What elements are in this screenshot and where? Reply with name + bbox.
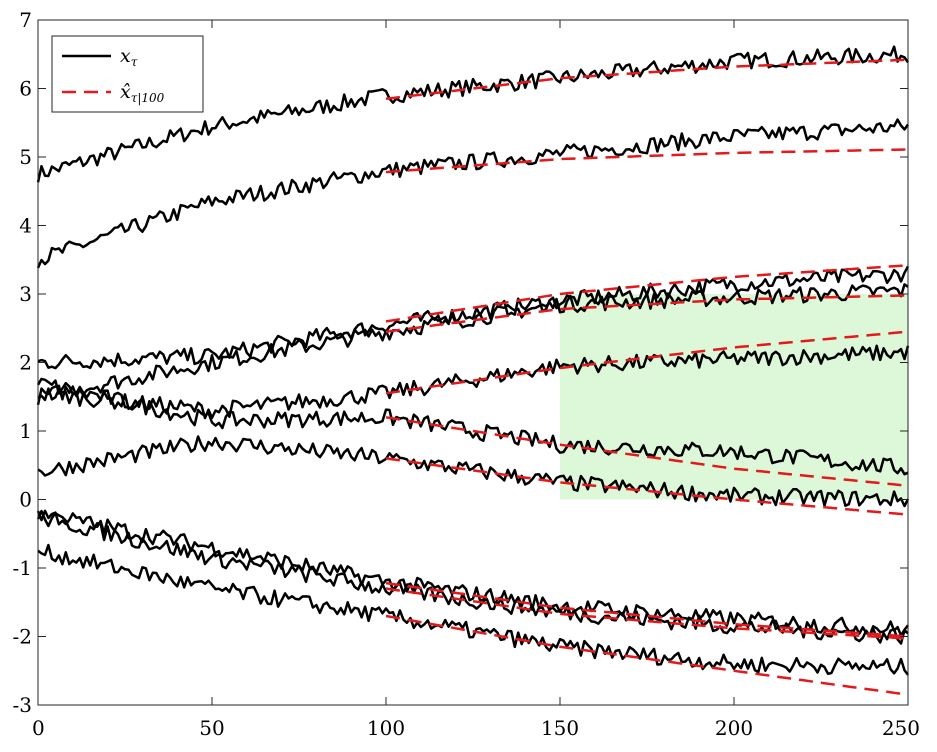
- series-5-observed-line: [37, 344, 910, 420]
- y-tick-label: 5: [19, 145, 32, 169]
- y-tick-label: 0: [19, 488, 32, 512]
- y-tick-label: 6: [19, 77, 32, 101]
- x-tick-label: 150: [541, 716, 579, 740]
- series-6-observed-line: [36, 377, 909, 476]
- shaded-region: [560, 294, 908, 500]
- y-tick-label: 3: [19, 282, 32, 306]
- x-tick-label: 200: [715, 716, 753, 740]
- series-3-observed-line: [37, 265, 910, 370]
- ticks-layer: 0 50 100 150 200 250 -3 -2 -1 0 1 2 3 4 5 6 7: [13, 8, 920, 740]
- x-tick-label: 0: [32, 716, 45, 740]
- y-tick-label: -1: [13, 556, 32, 580]
- series-layer: [36, 45, 910, 696]
- y-tick-label: 1: [19, 419, 32, 443]
- legend-label-observed: xτ: [120, 45, 138, 69]
- legend-box: [51, 35, 204, 113]
- series-1-observed-line: [36, 45, 910, 183]
- x-tick-label: 100: [367, 716, 405, 740]
- series-6-forecast-line: [385, 416, 909, 488]
- series-8-observed-line: [36, 509, 909, 637]
- y-tick-label: 4: [19, 214, 32, 238]
- series-3-forecast-line: [385, 263, 909, 323]
- legend: xτ x̂τ|100: [51, 35, 204, 113]
- y-tick-label: -2: [13, 625, 32, 649]
- x-tick-label: 250: [882, 716, 920, 740]
- series-2-observed-line: [36, 118, 910, 269]
- legend-label-forecast: x̂τ|100: [120, 81, 165, 105]
- y-tick-label: 7: [19, 8, 32, 32]
- series-10-observed-line: [37, 543, 909, 676]
- series-4-observed-line: [36, 283, 909, 406]
- x-tick-label: 50: [199, 716, 224, 740]
- y-tick-label: -3: [13, 693, 32, 717]
- series-10-forecast-line: [385, 614, 909, 696]
- y-tick-label: 2: [19, 351, 32, 375]
